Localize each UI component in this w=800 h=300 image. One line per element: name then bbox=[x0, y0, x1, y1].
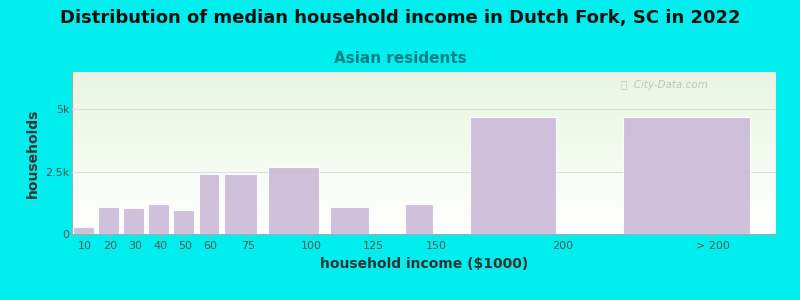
Bar bbox=[268, 167, 318, 234]
Bar bbox=[623, 117, 750, 234]
Bar bbox=[470, 117, 556, 234]
Bar bbox=[330, 207, 370, 234]
Y-axis label: households: households bbox=[26, 108, 39, 198]
Bar bbox=[148, 204, 169, 234]
Text: ⓘ  City-Data.com: ⓘ City-Data.com bbox=[621, 80, 708, 90]
Bar bbox=[98, 207, 119, 234]
X-axis label: household income ($1000): household income ($1000) bbox=[320, 256, 528, 271]
Bar bbox=[198, 174, 219, 234]
Bar bbox=[224, 174, 257, 234]
Bar bbox=[174, 210, 194, 234]
Bar bbox=[123, 208, 144, 234]
Bar bbox=[405, 204, 433, 234]
Bar bbox=[73, 226, 94, 234]
Text: Asian residents: Asian residents bbox=[334, 51, 466, 66]
Text: Distribution of median household income in Dutch Fork, SC in 2022: Distribution of median household income … bbox=[60, 9, 740, 27]
